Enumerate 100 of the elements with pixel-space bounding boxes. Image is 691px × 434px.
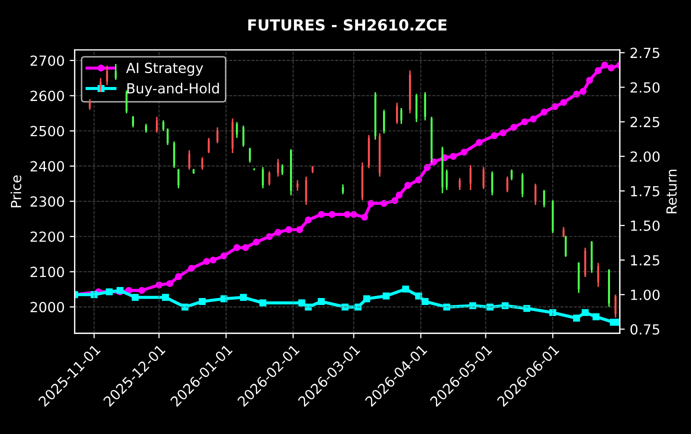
- candlestick: [216, 126, 218, 144]
- point: [608, 64, 615, 72]
- candlestick: [491, 170, 494, 196]
- point: [198, 298, 206, 305]
- legend-label: AI Strategy: [126, 62, 204, 76]
- point: [396, 192, 403, 199]
- candlestick: [614, 294, 616, 318]
- candlestick: [510, 168, 513, 181]
- point: [443, 304, 450, 311]
- point: [318, 298, 325, 305]
- point: [610, 318, 617, 326]
- point: [203, 258, 210, 265]
- point: [510, 124, 518, 131]
- point: [391, 197, 398, 204]
- y2-tick-label: 2.75: [630, 48, 660, 58]
- y2-tick-label: 1.25: [631, 255, 660, 266]
- candlestick: [236, 121, 238, 139]
- point: [328, 210, 336, 218]
- point: [540, 108, 548, 116]
- point: [573, 90, 580, 98]
- candlestick: [608, 268, 610, 308]
- point: [210, 256, 217, 264]
- point: [298, 299, 306, 306]
- point: [551, 103, 558, 110]
- point: [138, 286, 146, 294]
- candlestick: [534, 182, 536, 206]
- y-tick-label: 2300: [30, 196, 64, 207]
- y-tick-label: 2000: [30, 302, 64, 312]
- candlestick: [400, 107, 402, 125]
- point: [188, 264, 195, 272]
- y-tick-label: 2500: [30, 126, 64, 136]
- candlestick: [305, 176, 308, 206]
- y2-tick-label: 1.00: [631, 290, 660, 300]
- candlestick: [162, 120, 164, 132]
- point: [296, 226, 304, 234]
- point: [582, 309, 589, 316]
- point: [450, 152, 457, 160]
- candlestick: [290, 148, 292, 196]
- point: [252, 238, 260, 246]
- y2-tick-label: 2.00: [630, 151, 660, 162]
- point: [181, 304, 188, 311]
- y-tick-label: 2200: [30, 231, 64, 242]
- y2-tick-label: 1.75: [631, 186, 660, 196]
- candlestick: [562, 226, 565, 238]
- point: [521, 118, 528, 126]
- candlestick: [132, 115, 134, 128]
- point: [175, 273, 182, 280]
- point: [274, 228, 282, 236]
- y-tick-label: 2400: [30, 161, 64, 172]
- point: [344, 210, 351, 218]
- point: [354, 304, 362, 311]
- point: [460, 148, 468, 156]
- candlestick: [188, 150, 190, 170]
- point: [318, 210, 325, 218]
- chart-title: FUTURES - SH2610.ZCE: [248, 19, 446, 31]
- point: [259, 299, 266, 306]
- y-tick-label: 2100: [30, 266, 64, 278]
- point: [220, 252, 228, 260]
- candlestick: [277, 158, 279, 178]
- point: [486, 304, 494, 311]
- candlestick: [482, 166, 484, 190]
- point: [594, 67, 602, 74]
- point: [530, 116, 537, 123]
- point: [266, 233, 273, 240]
- candlestick: [281, 164, 284, 176]
- point: [549, 309, 556, 316]
- y2-tick-label: 2.25: [630, 116, 660, 128]
- point: [404, 182, 412, 189]
- point: [573, 314, 580, 322]
- point: [469, 302, 476, 310]
- point: [132, 294, 139, 301]
- point: [361, 214, 368, 221]
- point: [242, 244, 250, 252]
- point: [162, 294, 169, 301]
- candlestick: [543, 189, 546, 208]
- candlestick: [396, 102, 398, 125]
- point: [285, 226, 292, 234]
- point: [490, 132, 498, 140]
- candlestick: [106, 65, 108, 86]
- y-tick-label: 2600: [30, 90, 64, 102]
- point: [90, 291, 98, 298]
- point: [106, 288, 113, 296]
- candlestick: [521, 172, 524, 198]
- candlestick: [408, 70, 411, 114]
- candlestick: [342, 184, 344, 195]
- point: [304, 304, 312, 311]
- candlestick: [415, 93, 418, 123]
- point: [304, 216, 312, 224]
- y-axis-title: Price: [10, 175, 22, 208]
- point: [350, 210, 358, 218]
- candlestick: [178, 168, 180, 189]
- y-tick-label: 2700: [30, 55, 64, 66]
- point: [342, 304, 349, 311]
- point: [502, 302, 509, 310]
- point: [382, 292, 390, 300]
- y2-tick-label: 0.75: [630, 324, 660, 335]
- y2-tick-label: 1.50: [631, 220, 660, 231]
- point: [240, 294, 247, 301]
- point: [415, 176, 422, 184]
- candlestick: [296, 179, 298, 192]
